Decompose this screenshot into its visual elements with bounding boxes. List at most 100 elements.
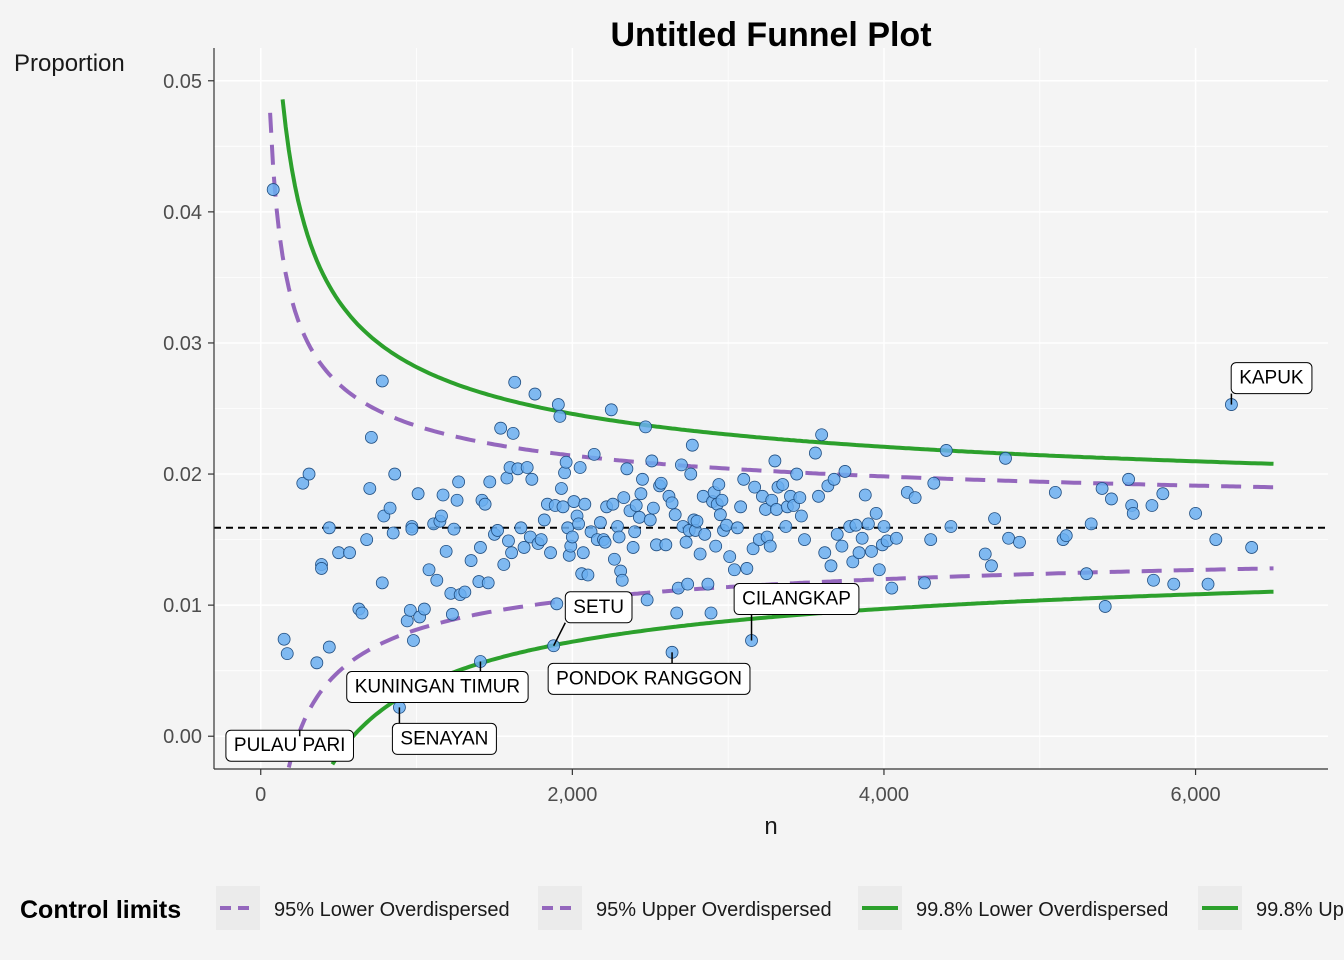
point-label-text: PONDOK RANGGON (556, 668, 742, 689)
data-point (746, 542, 760, 556)
data-point (643, 513, 657, 527)
data-point (505, 546, 518, 560)
data-point (763, 539, 777, 553)
point-label-text: SETU (573, 597, 624, 618)
point-label-connector (552, 622, 566, 647)
data-point (798, 533, 811, 546)
data-point (793, 491, 807, 505)
data-point (999, 451, 1012, 465)
data-point (827, 472, 841, 486)
data-point (815, 428, 829, 442)
data-point (322, 640, 336, 654)
data-point (861, 517, 875, 531)
data-point (659, 538, 673, 552)
data-point (439, 544, 453, 558)
data-point (830, 527, 844, 541)
data-point (646, 501, 660, 515)
point-label-group: PONDOK RANGGON (547, 652, 751, 695)
data-point (581, 568, 595, 582)
data-point (407, 634, 420, 647)
data-point (794, 509, 808, 523)
point-label-box (391, 722, 497, 755)
data-point (403, 603, 417, 617)
data-point (1098, 600, 1112, 613)
data-point (1147, 573, 1160, 587)
point-label-box (564, 591, 633, 624)
data-point (520, 461, 534, 474)
data-point (608, 552, 621, 566)
data-point (553, 409, 567, 423)
data-point (734, 500, 748, 514)
data-point (704, 606, 718, 620)
point-label-box (733, 583, 860, 616)
data-point (360, 533, 374, 546)
data-point (768, 454, 782, 468)
data-point (634, 487, 648, 501)
data-point (1122, 472, 1135, 486)
data-point (436, 488, 450, 502)
point-label-text: KUNINGAN TIMUR (355, 677, 520, 698)
data-point (422, 563, 436, 577)
y-tick-label: 0.02 (163, 464, 202, 486)
data-point (578, 497, 592, 511)
data-point (877, 520, 891, 533)
data-point (1013, 535, 1026, 549)
data-point (587, 447, 601, 461)
data-point (855, 531, 869, 545)
data-point (1145, 499, 1159, 512)
x-axis-title: n (764, 813, 777, 840)
data-point (1002, 531, 1016, 545)
legend-entry: 95% Lower Overdispersed (216, 886, 510, 930)
data-point (670, 606, 684, 620)
data-point (818, 546, 832, 560)
point-label-group: SETU (552, 591, 633, 647)
data-point (927, 476, 941, 490)
data-point (411, 487, 425, 501)
data-point (835, 539, 849, 553)
point-label-group: KUNINGAN TIMUR (346, 661, 529, 704)
point-label-text: PULAU PARI (234, 735, 346, 756)
data-point (593, 516, 607, 529)
data-point (375, 374, 389, 388)
data-point (598, 535, 612, 549)
data-point (572, 517, 585, 531)
legend-label: 99.8% Upper Overdispersed (1256, 899, 1344, 921)
data-point (737, 472, 751, 486)
data-point (534, 533, 548, 546)
x-tick-label: 0 (255, 784, 266, 806)
data-point (812, 489, 825, 503)
point-label-text: KAPUK (1239, 368, 1304, 389)
y-tick-label: 0.00 (163, 726, 202, 748)
point-label-box (346, 671, 529, 704)
data-point (1059, 529, 1073, 543)
legend-entry: 95% Upper Overdispersed (538, 886, 832, 930)
data-point (296, 476, 310, 490)
data-point (988, 512, 1001, 526)
data-point (494, 421, 508, 435)
legend-label: 95% Lower Overdispersed (274, 899, 510, 921)
data-point (405, 522, 419, 536)
data-point (1167, 577, 1181, 591)
data-point (645, 454, 659, 468)
y-axis-title: Proportion (14, 50, 125, 77)
data-point (606, 497, 620, 511)
data-point (824, 559, 838, 573)
data-point (809, 446, 822, 460)
data-point (1080, 567, 1093, 581)
point-label-box (225, 729, 354, 762)
data-point (1105, 492, 1118, 506)
data-point (544, 546, 557, 560)
data-point (1156, 487, 1170, 501)
data-point (679, 535, 693, 549)
data-point (790, 467, 804, 481)
data-point (924, 533, 938, 546)
data-point (1189, 506, 1202, 520)
point-labels: KAPUK SETU CILANGKAP PONDOK RANGGON KUNINGAN… (225, 362, 1313, 762)
data-point (343, 546, 356, 560)
data-point (1209, 533, 1223, 546)
data-point (675, 458, 688, 472)
legend-label: 95% Upper Overdispersed (596, 899, 832, 921)
data-point (565, 530, 579, 544)
data-point (550, 597, 564, 611)
data-point (1126, 506, 1140, 520)
